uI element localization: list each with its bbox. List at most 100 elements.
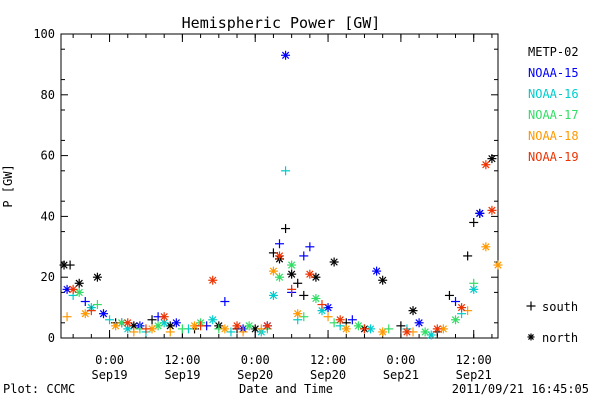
- data-point-south: [317, 300, 327, 310]
- data-point-north: [311, 293, 321, 303]
- data-point-south: [105, 315, 115, 325]
- data-point-north: [244, 321, 254, 331]
- marker-legend-symbol: [526, 301, 536, 311]
- legend-entry: NOAA-16: [528, 87, 579, 101]
- series-noaa-18: [62, 242, 503, 337]
- data-point-north: [281, 50, 291, 60]
- data-point-south: [463, 251, 473, 261]
- data-point-south: [359, 324, 369, 334]
- data-point-north: [341, 324, 351, 334]
- data-point-north: [111, 321, 121, 331]
- data-point-north: [159, 312, 169, 322]
- data-point-south: [323, 312, 333, 322]
- x-tick-label-time: 12:00: [456, 353, 492, 367]
- data-point-north: [414, 318, 424, 328]
- data-point-north: [353, 321, 363, 331]
- legend-entry: NOAA-17: [528, 108, 579, 122]
- data-point-south: [347, 315, 357, 325]
- data-point-south: [92, 300, 102, 310]
- data-point-south: [299, 290, 309, 300]
- data-point-south: [196, 321, 206, 331]
- data-point-south: [177, 324, 187, 334]
- data-point-north: [98, 309, 108, 319]
- data-point-south: [86, 306, 96, 316]
- data-point-north: [275, 251, 284, 261]
- y-axis: 0 20 40 60 80 100: [33, 27, 498, 345]
- data-point-north: [432, 324, 442, 334]
- data-point-south: [62, 312, 72, 322]
- data-point-north: [378, 327, 388, 337]
- data-point-south: [275, 239, 284, 249]
- data-point-south: [444, 290, 454, 300]
- data-point-north: [92, 272, 102, 282]
- x-tick-label-time: 0:00: [386, 353, 415, 367]
- data-point-north: [493, 260, 503, 270]
- marker-legend: south north: [526, 300, 578, 345]
- x-axis: 0:00Sep1912:00Sep190:00Sep2012:00Sep200:…: [72, 34, 493, 382]
- data-point-north: [305, 269, 315, 279]
- data-point-north: [262, 321, 272, 331]
- x-tick-label-date: Sep19: [164, 368, 200, 382]
- data-point-south: [396, 321, 406, 331]
- data-point-north: [275, 272, 284, 282]
- data-point-south: [165, 327, 175, 337]
- x-tick-label-time: 0:00: [241, 353, 270, 367]
- legend-entry: NOAA-18: [528, 129, 579, 143]
- data-point-south: [65, 260, 75, 270]
- data-point-north: [475, 208, 485, 218]
- data-point-north: [438, 324, 448, 334]
- data-point-north: [287, 260, 297, 270]
- data-point-south: [305, 242, 315, 252]
- y-tick-label: 20: [41, 270, 55, 284]
- y-tick-label: 80: [41, 88, 55, 102]
- x-tick-label-date: Sep21: [383, 368, 419, 382]
- data-point-north: [153, 321, 163, 331]
- series-noaa-19: [68, 160, 497, 337]
- data-point-north: [220, 324, 230, 334]
- y-tick-label: 100: [33, 27, 55, 41]
- x-tick-label-time: 0:00: [95, 353, 124, 367]
- y-tick-label: 0: [48, 331, 55, 345]
- data-point-north: [68, 284, 78, 294]
- data-point-south: [281, 224, 291, 234]
- x-tick-label-date: Sep19: [91, 368, 127, 382]
- data-point-north: [232, 321, 242, 331]
- data-point-north: [420, 327, 430, 337]
- data-point-north: [62, 284, 72, 294]
- data-point-north: [378, 275, 388, 285]
- data-point-south: [287, 284, 297, 294]
- y-tick-label: 40: [41, 209, 55, 223]
- plot-frame: [60, 33, 499, 339]
- data-point-north: [481, 160, 491, 170]
- x-tick-label-date: Sep21: [456, 368, 492, 382]
- data-point-north: [268, 290, 278, 300]
- data-point-north: [402, 327, 412, 337]
- data-point-south: [293, 278, 303, 288]
- data-point-north: [123, 318, 133, 328]
- data-point-south: [281, 166, 291, 176]
- data-point-north: [451, 315, 461, 325]
- marker-legend-symbol: [527, 333, 535, 341]
- data-point-north: [329, 257, 339, 267]
- x-tick-label-date: Sep20: [310, 368, 346, 382]
- data-point-north: [335, 315, 345, 325]
- data-point-north: [171, 318, 181, 328]
- data-point-north: [457, 303, 467, 313]
- chart-title: Hemispheric Power [GW]: [182, 14, 381, 32]
- y-axis-label: P [GW]: [1, 164, 15, 207]
- data-point-north: [268, 266, 278, 276]
- data-point-south: [451, 297, 461, 307]
- x-axis-label: Date and Time: [239, 382, 333, 396]
- series-metp-02: [59, 154, 497, 337]
- data-point-south: [147, 315, 157, 325]
- legend-entry: NOAA-15: [528, 66, 579, 80]
- footer-timestamp: 2011/09/21 16:45:05: [452, 382, 589, 396]
- legend-entry: NOAA-19: [528, 150, 579, 164]
- marker-legend-label: south: [542, 300, 578, 314]
- data-point-south: [469, 278, 479, 288]
- data-point-north: [208, 275, 218, 285]
- data-point-north: [372, 266, 382, 276]
- legend-entry: METP-02: [528, 45, 579, 59]
- data-point-south: [299, 251, 309, 261]
